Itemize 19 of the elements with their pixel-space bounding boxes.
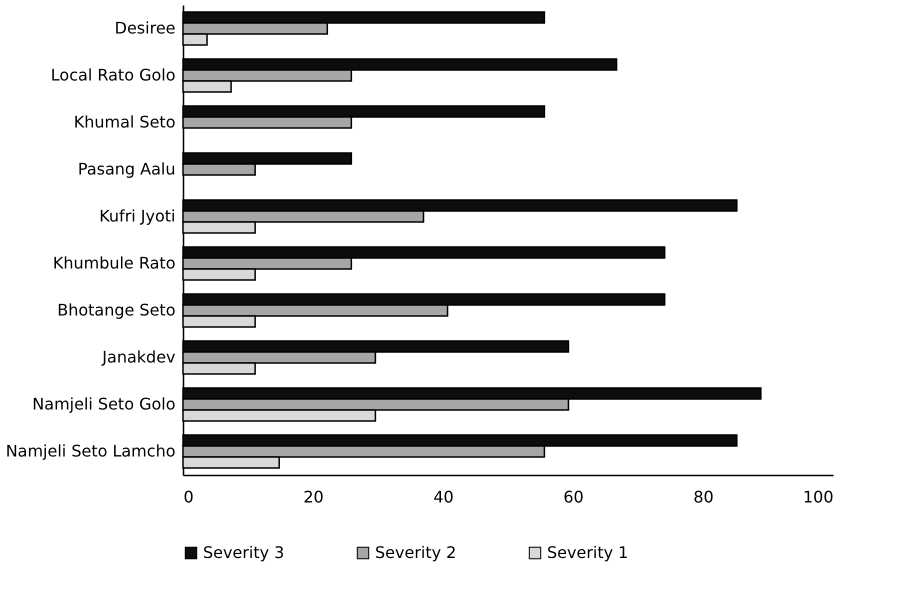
x-tick-label: 60 [563,488,584,506]
y-tick-label: Khumal Seto [74,112,176,132]
x-tick-label: 80 [693,488,714,506]
x-tick-label: 100 [802,488,834,506]
y-tick-label: Namjeli Seto Golo [32,394,176,414]
legend-label: Severity 3 [203,543,284,562]
x-tick-label: 0 [184,488,194,506]
x-tick-label: 20 [303,488,324,506]
y-tick-label: Janakdev [101,348,176,366]
y-tick-label: Kufri Jyoti [99,206,176,226]
x-tick-label: 40 [433,488,454,506]
y-tick-label: Pasang Aalu [78,160,176,178]
y-tick-label: Khumbule Rato [52,254,176,272]
legend-label: Severity 1 [547,543,628,562]
y-tick-label: Namjeli Seto Lamcho [6,442,176,460]
y-tick-label: Desiree [114,18,176,38]
y-tick-label: Local Rato Golo [50,66,176,84]
legend-label: Severity 2 [375,543,456,562]
y-tick-label: Bhotange Seto [57,300,176,320]
